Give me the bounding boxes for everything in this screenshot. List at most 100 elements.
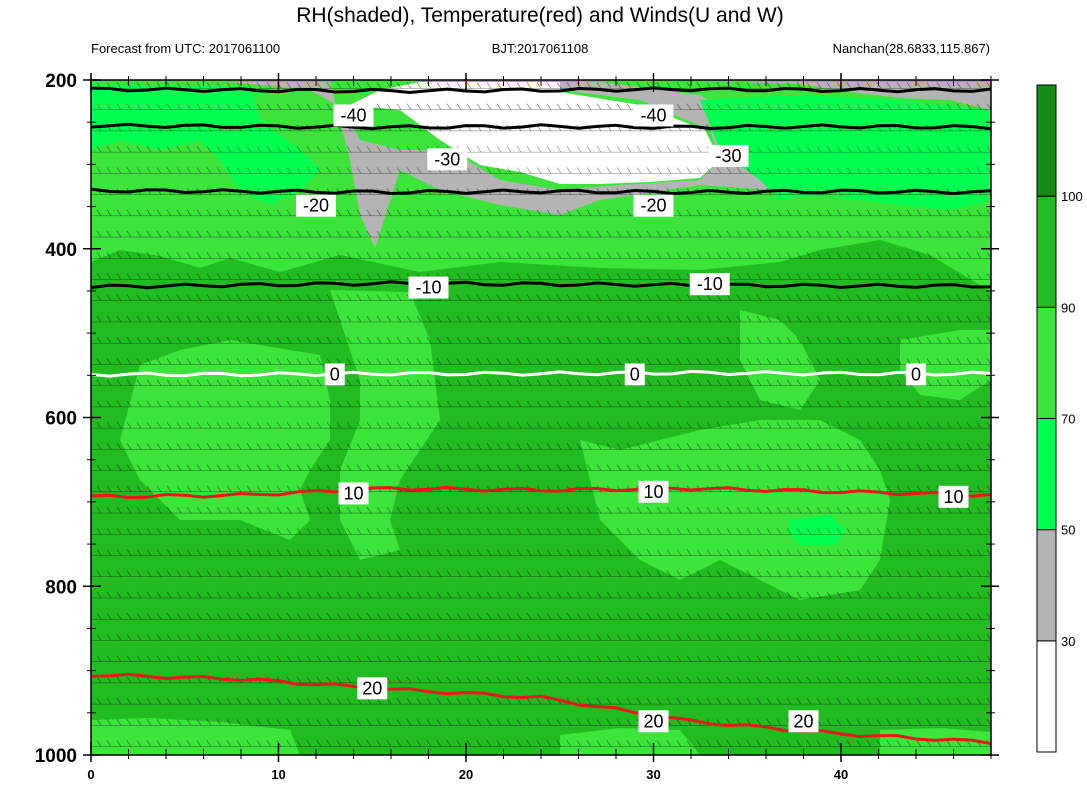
wind-barb-tick xyxy=(266,464,272,471)
wind-barb-tick xyxy=(616,230,622,238)
wind-barb-tick xyxy=(206,549,212,556)
wind-barb-tick xyxy=(776,528,782,535)
wind-barb-tick xyxy=(476,528,482,535)
wind-barb-tick xyxy=(786,294,792,301)
wind-barb-tick xyxy=(216,506,222,514)
wind-barb-tick xyxy=(246,464,252,471)
wind-barb-tick xyxy=(886,400,892,408)
wind-barb-tick xyxy=(216,209,222,216)
wind-barb-tick xyxy=(896,337,902,344)
wind-barb-tick xyxy=(836,337,842,344)
wind-barb-tick xyxy=(156,273,162,280)
wind-barb-tick xyxy=(496,443,502,450)
wind-barb-tick xyxy=(626,294,632,301)
wind-barb-tick xyxy=(436,82,442,89)
wind-barb-tick xyxy=(756,82,762,89)
wind-barb-tick xyxy=(386,676,392,684)
wind-barb-tick xyxy=(316,676,322,684)
wind-barb-tick xyxy=(966,315,972,323)
wind-barb-tick xyxy=(166,528,172,535)
wind-barb-tick xyxy=(176,252,182,259)
wind-barb-tick xyxy=(916,82,922,89)
wind-barb-tick xyxy=(976,421,982,429)
wind-barb-tick xyxy=(286,528,292,535)
wind-barb-tick xyxy=(616,740,622,747)
wind-barb-tick xyxy=(376,379,382,386)
rh-shading-upper-green xyxy=(91,85,320,205)
wind-barb-tick xyxy=(436,230,442,238)
wind-barb-tick xyxy=(366,591,372,599)
wind-barb-tick xyxy=(396,421,402,429)
contour-label-box xyxy=(689,273,730,296)
wind-barb-tick xyxy=(146,379,152,386)
wind-barb-tick xyxy=(896,273,902,280)
wind-barb-tick xyxy=(816,421,822,429)
wind-barb-tick xyxy=(886,103,892,110)
wind-barb-tick xyxy=(406,400,412,408)
wind-barb-tick xyxy=(226,570,232,577)
wind-barb-tick xyxy=(626,82,632,89)
wind-barb-tick xyxy=(906,294,912,301)
wind-barb-tick xyxy=(966,443,972,450)
wind-barb-tick xyxy=(576,613,582,620)
wind-barb-tick xyxy=(396,464,402,471)
wind-barb-tick xyxy=(336,570,342,577)
wind-barb-tick xyxy=(756,103,762,110)
wind-barb-tick xyxy=(226,740,232,747)
wind-barb-tick xyxy=(736,379,742,386)
wind-barb-tick xyxy=(786,528,792,535)
wind-barb-tick xyxy=(486,294,492,301)
wind-barb-tick xyxy=(606,549,612,556)
wind-barb-tick xyxy=(616,400,622,408)
wind-barb-tick xyxy=(926,294,932,301)
wind-barb-tick xyxy=(186,358,192,365)
wind-barb-tick xyxy=(756,549,762,556)
wind-barb-tick xyxy=(956,443,962,450)
wind-barb-tick xyxy=(596,528,602,535)
wind-barb-tick xyxy=(196,591,202,599)
wind-barb-tick xyxy=(406,167,412,174)
wind-barb-tick xyxy=(856,570,862,577)
wind-barb-tick xyxy=(126,145,132,153)
wind-barb-tick xyxy=(796,230,802,238)
wind-barb-tick xyxy=(246,485,252,492)
wind-barb-tick xyxy=(706,528,712,535)
wind-barb-tick xyxy=(916,613,922,620)
wind-barb-tick xyxy=(346,591,352,599)
wind-barb-tick xyxy=(366,740,372,747)
temperature-contour-line xyxy=(90,672,992,746)
wind-barb-tick xyxy=(436,443,442,450)
wind-barb-tick xyxy=(636,421,642,429)
wind-barb-tick xyxy=(696,740,702,747)
wind-barb-tick xyxy=(976,613,982,620)
wind-barb-tick xyxy=(486,103,492,110)
wind-barb-tick xyxy=(866,167,872,174)
wind-barb-tick xyxy=(136,421,142,429)
wind-barb-tick xyxy=(126,379,132,386)
wind-barb-tick xyxy=(456,506,462,514)
wind-barb-tick xyxy=(736,697,742,705)
wind-barb-tick xyxy=(916,506,922,514)
wind-barb-tick xyxy=(286,697,292,705)
wind-barb-tick xyxy=(206,634,212,641)
wind-barb-tick xyxy=(906,740,912,747)
wind-barb-tick xyxy=(426,549,432,556)
contour-label: 20 xyxy=(362,678,382,698)
wind-barb-tick xyxy=(656,230,662,238)
wind-barb-tick xyxy=(906,443,912,450)
wind-barb-tick xyxy=(686,591,692,599)
colorbar-segment xyxy=(1036,195,1057,308)
wind-barb-tick xyxy=(106,230,112,238)
wind-barb-tick xyxy=(766,294,772,301)
wind-barb-tick xyxy=(326,315,332,323)
wind-barb-tick xyxy=(136,528,142,535)
wind-barb-tick xyxy=(396,655,402,662)
wind-barb-tick xyxy=(196,358,202,365)
wind-barb-tick xyxy=(366,528,372,535)
wind-barb-tick xyxy=(476,655,482,662)
wind-barb-tick xyxy=(806,337,812,344)
wind-barb-tick xyxy=(126,528,132,535)
wind-barb-tick xyxy=(686,676,692,684)
wind-barb-tick xyxy=(416,697,422,705)
wind-barb-tick xyxy=(756,145,762,153)
